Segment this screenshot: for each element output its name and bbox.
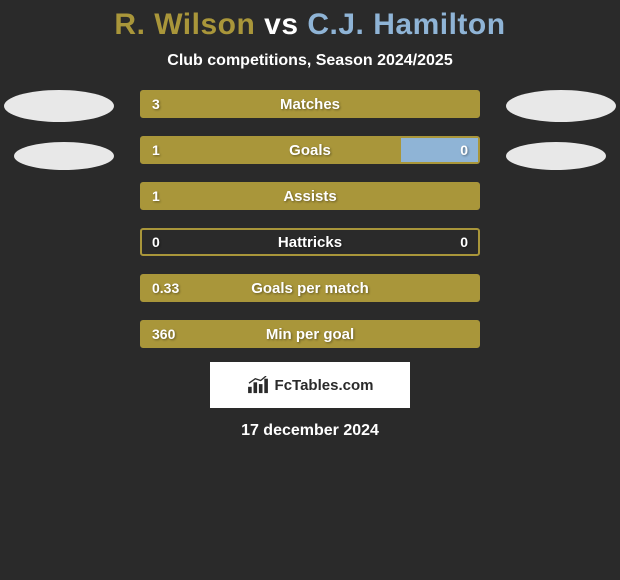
comparison-infographic: R. Wilson vs C.J. Hamilton Club competit… [0,0,620,440]
fctables-badge[interactable]: FcTables.com [210,362,410,408]
stat-row: 3Matches [140,90,480,118]
date-label: 17 december 2024 [241,422,379,440]
player1-team-placeholder [14,142,114,170]
stat-row: 1Goals0 [140,136,480,164]
chart-icon [247,376,269,394]
stat-label: Min per goal [142,326,478,343]
stat-row: 1Assists [140,182,480,210]
stat-row: 0Hattricks0 [140,228,480,256]
stat-label: Matches [142,96,478,113]
player2-avatar-placeholder [506,90,616,122]
stat-label: Goals [142,142,478,159]
stat-row: 360Min per goal [140,320,480,348]
player1-avatar-placeholder [4,90,114,122]
badge-label: FcTables.com [275,377,374,394]
stat-row: 0.33Goals per match [140,274,480,302]
stat-label: Hattricks [142,234,478,251]
player2-team-placeholder [506,142,606,170]
subtitle: Club competitions, Season 2024/2025 [167,52,452,70]
stat-right-value: 0 [460,234,468,250]
stat-right-value: 0 [460,142,468,158]
stats-area: 3Matches1Goals01Assists0Hattricks00.33Go… [0,90,620,348]
stat-label: Goals per match [142,280,478,297]
page-title: R. Wilson vs C.J. Hamilton [114,8,505,42]
stat-label: Assists [142,188,478,205]
